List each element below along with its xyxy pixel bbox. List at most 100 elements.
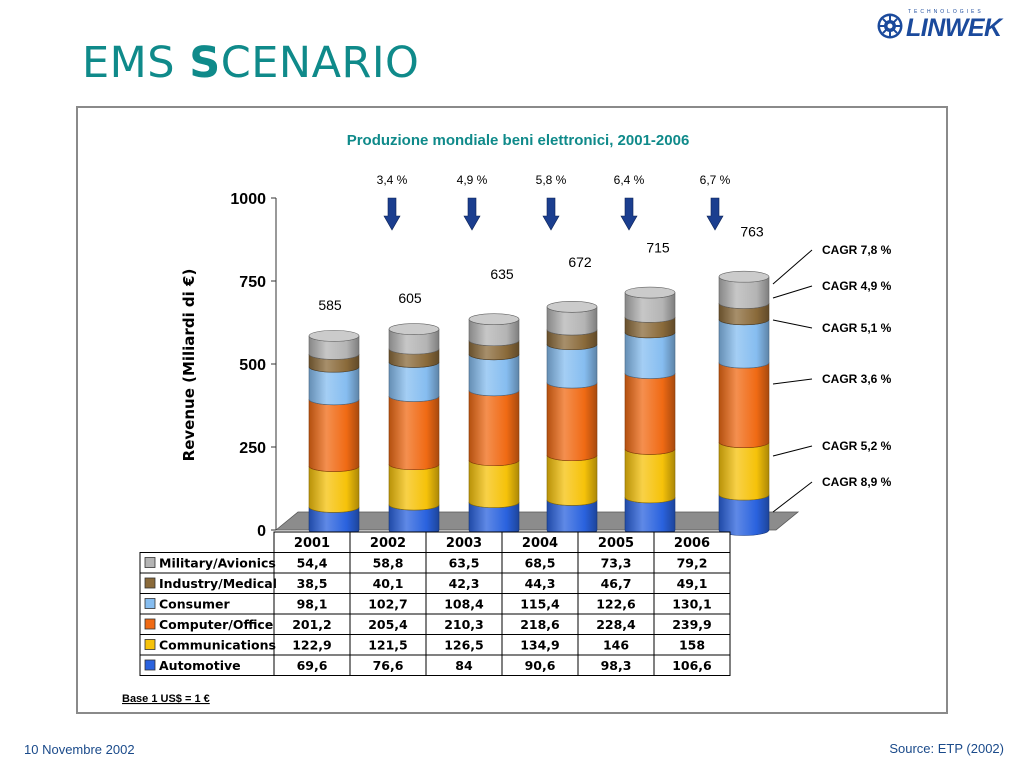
bar-segment-consumer [718,319,770,369]
growth-rate-label: 5,8 % [536,173,567,187]
table-cell-value: 122,6 [596,597,636,612]
bar-segment-communications [624,448,676,504]
bar-segment-automotive [718,494,770,536]
bar-top-cap [546,300,598,313]
title-bold-letter: S [189,38,221,88]
table-cell-value: 134,9 [520,638,560,653]
legend-swatch [144,598,156,609]
cagr-leader-line [772,445,813,457]
legend-swatch [144,557,156,568]
bar-total-label: 605 [398,290,422,306]
bar-segment-communications [388,464,440,511]
table-cell-value: 158 [679,638,705,653]
bar-segment-communications [718,442,770,501]
legend-swatch [144,659,156,671]
cagr-leader-line [772,249,813,285]
table-cell-value: 42,3 [449,576,480,591]
bar-segment-computer-office [468,390,520,466]
chart-svg: Produzione mondiale beni elettronici, 20… [122,132,892,705]
table-cell-value: 98,3 [601,658,632,673]
table-cell-value: 73,3 [601,556,632,571]
table-cell-value: 210,3 [444,617,484,632]
growth-arrow-icon [620,197,638,231]
y-tick-label: 1000 [230,191,266,208]
cagr-label: CAGR 3,6 % [822,372,892,386]
table-cell-value: 69,6 [297,658,328,673]
growth-rate-label: 3,4 % [377,173,408,187]
table-cell-value: 58,8 [373,556,404,571]
cagr-label: CAGR 5,1 % [822,321,892,335]
table-row [139,654,731,676]
legend-swatch [144,639,156,650]
legend-series-name: Computer/Office [159,617,273,632]
x-category-label: 2004 [522,536,558,551]
bar-segment-communications [308,465,360,513]
bar-segment-computer-office [718,362,770,448]
bar-segment-computer-office [546,382,598,461]
exchange-rate-note: Base 1 US$ = 1 € [122,693,210,705]
bar-top-cap [624,286,676,299]
bar-total-label: 635 [490,266,514,282]
table-cell-value: 102,7 [368,597,408,612]
bar-segment-consumer [388,361,440,402]
data-table [139,531,731,676]
cagr-leader-line [772,481,813,513]
table-cell-value: 106,6 [672,658,712,673]
x-category-label: 2006 [674,536,710,551]
bar-segment-computer-office [308,399,360,472]
table-cell-value: 201,2 [292,617,332,632]
bar-segment-consumer [546,344,598,389]
table-cell-value: 98,1 [297,597,328,612]
growth-arrow-icon [706,197,724,231]
bar-top-cap [308,330,360,342]
company-logo: TECHNOLOGIES LINWEK [876,8,1012,44]
table-cell-value: 84 [455,658,473,673]
title-prefix: EMS [82,38,190,88]
chart-title: Produzione mondiale beni elettronici, 20… [347,132,690,149]
y-tick-label: 750 [239,274,266,291]
legend-swatch [144,577,156,589]
logo-subtitle: TECHNOLOGIES [908,9,984,15]
table-cell-value: 76,6 [373,658,404,673]
bar-segment-computer-office [388,395,440,471]
bar-total-label: 585 [318,297,342,313]
table-cell-value: 108,4 [444,597,484,612]
cagr-label: CAGR 8,9 % [822,475,892,489]
logo-emblem-icon [877,13,903,39]
legend-series-name: Military/Avionics [159,556,276,571]
table-cell-value: 130,1 [672,597,712,612]
bar-segment-communications [468,460,520,508]
growth-arrow-icon [383,197,401,231]
growth-rate-label: 4,9 % [457,173,488,187]
table-cell-value: 49,1 [677,576,708,591]
legend-series-name: Industry/Medical [159,576,277,591]
table-cell-value: 205,4 [368,617,408,632]
table-cell-value: 115,4 [520,597,560,612]
table-cell-value: 126,5 [444,638,484,653]
table-cell-value: 218,6 [520,617,560,632]
cagr-label: CAGR 7,8 % [822,243,892,257]
chart-panel: Produzione mondiale beni elettronici, 20… [76,106,948,714]
table-cell-value: 68,5 [525,556,556,571]
bar-segment-consumer [468,354,520,397]
bar-segment-consumer [624,332,676,379]
table-cell-value: 44,3 [525,576,556,591]
x-category-label: 2001 [294,536,330,551]
table-cell-value: 239,9 [672,617,712,632]
cagr-leader-line [772,378,813,385]
table-cell-value: 228,4 [596,617,636,632]
bar-segment-communications [546,455,598,506]
legend-swatch [144,618,156,630]
bar-total-label: 672 [568,254,592,270]
table-cell-value: 46,7 [601,576,632,591]
legend-series-name: Consumer [159,597,231,612]
slide-title: EMS SCENARIO [82,38,419,88]
table-cell-value: 121,5 [368,638,408,653]
cagr-leader-line [772,285,813,299]
y-tick-label: 0 [257,523,266,540]
y-tick-label: 250 [239,440,266,457]
table-cell-value: 79,2 [677,556,708,571]
cagr-leader-line [772,319,813,329]
table-cell-value: 38,5 [297,576,328,591]
y-axis-title: Revenue (Miliardi di €) [180,269,198,462]
